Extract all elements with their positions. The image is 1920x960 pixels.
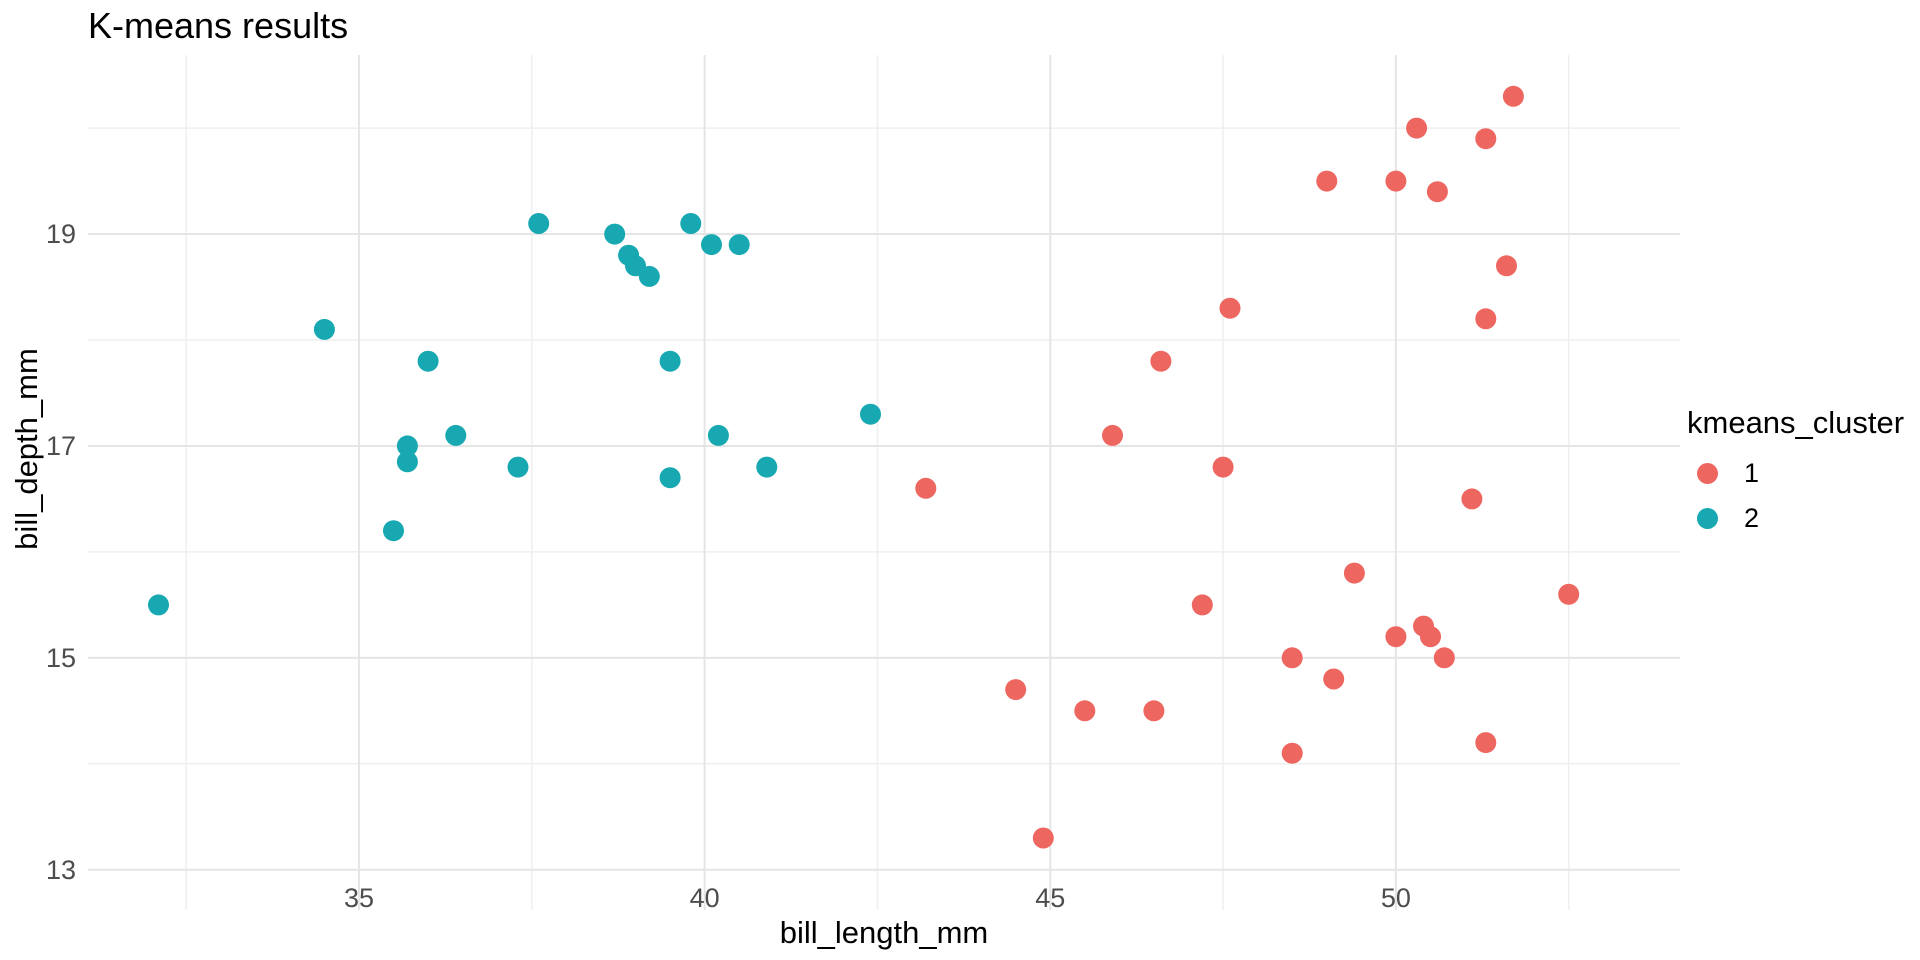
data-point-cluster-2 [707,424,729,446]
y-tick-label: 13 [45,854,76,885]
data-point-cluster-1 [1316,170,1338,192]
data-point-cluster-2 [680,213,702,234]
x-axis-title: bill_length_mm [779,915,989,950]
legend-key [1687,459,1727,487]
y-tick-label: 17 [45,430,76,461]
data-point-cluster-2 [417,350,439,372]
y-tick-label: 15 [45,642,76,673]
data-point-cluster-2 [445,424,467,446]
data-point-cluster-1 [1150,350,1172,372]
data-point-cluster-1 [915,477,937,499]
data-point-cluster-2 [528,213,550,234]
data-point-cluster-2 [313,318,335,340]
legend-item-label: 2 [1744,502,1760,533]
data-point-cluster-1 [1281,742,1303,764]
plot-title: K-means results [88,5,349,46]
data-point-cluster-1 [1475,128,1497,150]
legend-item-2: 2 [1687,502,1904,533]
data-point-cluster-1 [1074,700,1096,722]
data-point-cluster-2 [148,594,169,616]
data-point-cluster-1 [1102,424,1123,446]
data-point-cluster-2 [860,403,881,425]
data-point-cluster-2 [701,234,722,256]
data-point-cluster-2 [756,456,778,478]
data-point-cluster-1 [1032,827,1054,849]
data-point-cluster-1 [1475,732,1497,754]
data-point-cluster-2 [507,456,529,478]
x-tick-label: 35 [343,883,374,913]
legend-item-1: 1 [1687,457,1904,488]
data-point-cluster-2 [604,223,626,245]
data-point-cluster-2 [383,520,404,542]
y-axis-title: bill_depth_mm [9,348,44,550]
data-point-cluster-1 [1433,647,1455,669]
data-point-cluster-2 [659,467,681,489]
legend-key [1687,504,1727,532]
data-point-cluster-2 [396,435,418,457]
data-point-cluster-1 [1461,488,1483,510]
legend-dot-icon [1696,507,1718,529]
data-point-cluster-1 [1212,456,1234,478]
legend-title: kmeans_cluster [1687,405,1905,440]
data-point-cluster-1 [1323,668,1345,690]
data-point-cluster-1 [1475,308,1497,330]
data-point-cluster-1 [1191,594,1213,616]
data-point-cluster-1 [1385,626,1407,648]
data-point-cluster-1 [1406,117,1428,139]
data-point-cluster-2 [659,350,681,372]
data-point-cluster-2 [396,451,418,473]
legend-item-label: 1 [1744,457,1760,488]
data-point-cluster-1 [1281,647,1303,669]
legend-dot-icon [1696,462,1718,484]
data-point-cluster-1 [1343,562,1365,584]
data-point-cluster-2 [728,234,750,256]
data-point-cluster-1 [1385,170,1407,192]
x-tick-label: 40 [689,883,720,913]
x-tick-label: 45 [1035,883,1066,913]
data-point-cluster-1 [1426,181,1448,203]
data-point-cluster-2 [638,265,660,287]
data-point-cluster-1 [1219,297,1241,319]
data-point-cluster-1 [1005,679,1027,701]
data-point-cluster-1 [1420,626,1441,648]
data-point-cluster-1 [1143,700,1165,722]
data-point-cluster-1 [1502,85,1524,107]
data-point-cluster-1 [1496,255,1517,277]
y-tick-label: 19 [45,219,76,250]
x-tick-label: 50 [1380,883,1411,913]
data-point-cluster-1 [1558,583,1580,605]
